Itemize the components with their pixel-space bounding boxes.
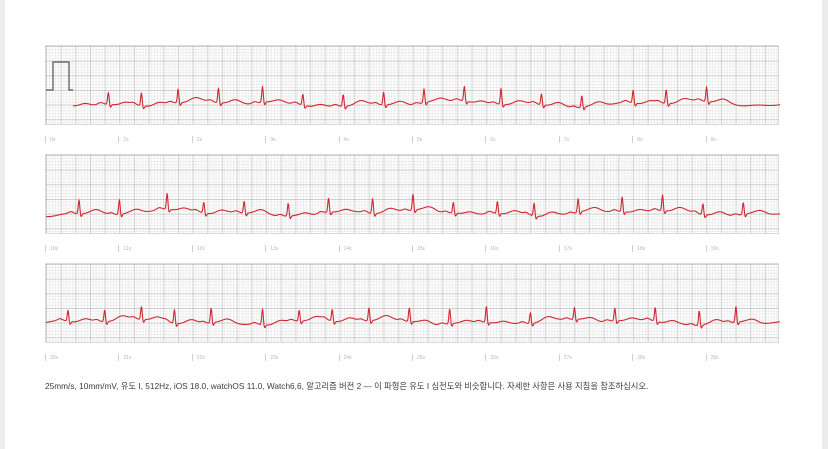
ecg-strip-2 <box>45 154 781 234</box>
time-tick-label: 1s <box>123 137 129 143</box>
ecg-strip-3 <box>45 263 781 343</box>
time-tick <box>558 354 560 361</box>
time-tick-label: 28s <box>637 355 646 361</box>
time-tick <box>118 245 120 252</box>
time-tick <box>558 136 560 143</box>
time-tick-label: 27s <box>563 355 572 361</box>
calibration-pulse <box>46 61 73 91</box>
time-tick <box>265 245 267 252</box>
time-tick <box>632 245 634 252</box>
time-tick <box>558 245 560 252</box>
time-tick <box>632 136 634 143</box>
time-tick <box>485 136 487 143</box>
time-tick-label: 12s <box>196 246 205 252</box>
time-tick <box>118 136 120 143</box>
time-tick <box>338 245 340 252</box>
time-tick-label: 8s <box>637 137 643 143</box>
time-tick-label: 13s <box>270 246 279 252</box>
time-tick-label: 9s <box>710 137 716 143</box>
time-tick-label: 10s <box>50 246 59 252</box>
time-tick-label: 29s <box>710 355 719 361</box>
time-tick-label: 3s <box>270 137 276 143</box>
time-tick <box>118 354 120 361</box>
time-tick-label: 4s <box>343 137 349 143</box>
time-tick <box>705 136 707 143</box>
time-tick <box>338 136 340 143</box>
time-tick-label: 23s <box>270 355 279 361</box>
time-tick <box>485 245 487 252</box>
time-tick-label: 0s <box>50 137 56 143</box>
time-tick <box>705 245 707 252</box>
time-tick <box>45 136 46 143</box>
time-tick-label: 16s <box>490 246 499 252</box>
time-tick <box>632 354 634 361</box>
time-tick-label: 17s <box>563 246 572 252</box>
ecg-strip-1 <box>45 45 781 125</box>
time-tick <box>265 136 267 143</box>
recording-footnote: 25mm/s, 10mm/mV, 유도 I, 512Hz, iOS 18.0, … <box>45 381 649 391</box>
time-tick-label: 5s <box>417 137 423 143</box>
time-tick-label: 22s <box>196 355 205 361</box>
time-tick-label: 11s <box>123 246 132 252</box>
time-tick-label: 2s <box>196 137 203 143</box>
ecg-trace-strip-1 <box>46 61 781 111</box>
time-tick <box>191 136 193 143</box>
time-tick-label: 14s <box>343 246 352 252</box>
ecg-waveform <box>45 305 781 329</box>
time-tick-label: 25s <box>417 355 426 361</box>
time-axis-1: 0s 1s 2s 3s 4s 5s 6s 7s 8s 9s <box>45 136 779 148</box>
time-tick <box>45 245 46 252</box>
time-tick-label: 21s <box>123 355 132 361</box>
time-tick <box>412 136 413 143</box>
time-tick <box>705 354 707 361</box>
time-tick-label: 7s <box>563 137 570 143</box>
time-tick-label: 19s <box>710 246 719 252</box>
time-tick-label: 18s <box>637 246 646 252</box>
time-axis-2: 10s 11s 12s 13s 14s 15s 16s 17s 18s 19s <box>45 245 779 257</box>
time-tick <box>191 245 193 252</box>
ecg-waveform <box>72 85 781 111</box>
ecg-trace-strip-3 <box>45 305 781 329</box>
ecg-waveform <box>45 192 781 220</box>
time-tick <box>265 354 267 361</box>
time-tick-label: 15s <box>417 246 426 252</box>
time-tick <box>191 354 193 361</box>
time-tick-label: 6s <box>490 137 496 143</box>
time-tick <box>485 354 487 361</box>
time-tick <box>412 354 413 361</box>
time-axis-3: 20s 21s 22s 23s 24s 25s 26s 27s 28s 29s <box>45 354 779 366</box>
ecg-trace-strip-2 <box>45 192 781 220</box>
time-tick <box>412 245 413 252</box>
time-tick-label: 24s <box>343 355 352 361</box>
time-tick-label: 26s <box>490 355 499 361</box>
time-tick <box>45 354 46 361</box>
time-tick <box>338 354 340 361</box>
time-tick-label: 20s <box>50 355 59 361</box>
